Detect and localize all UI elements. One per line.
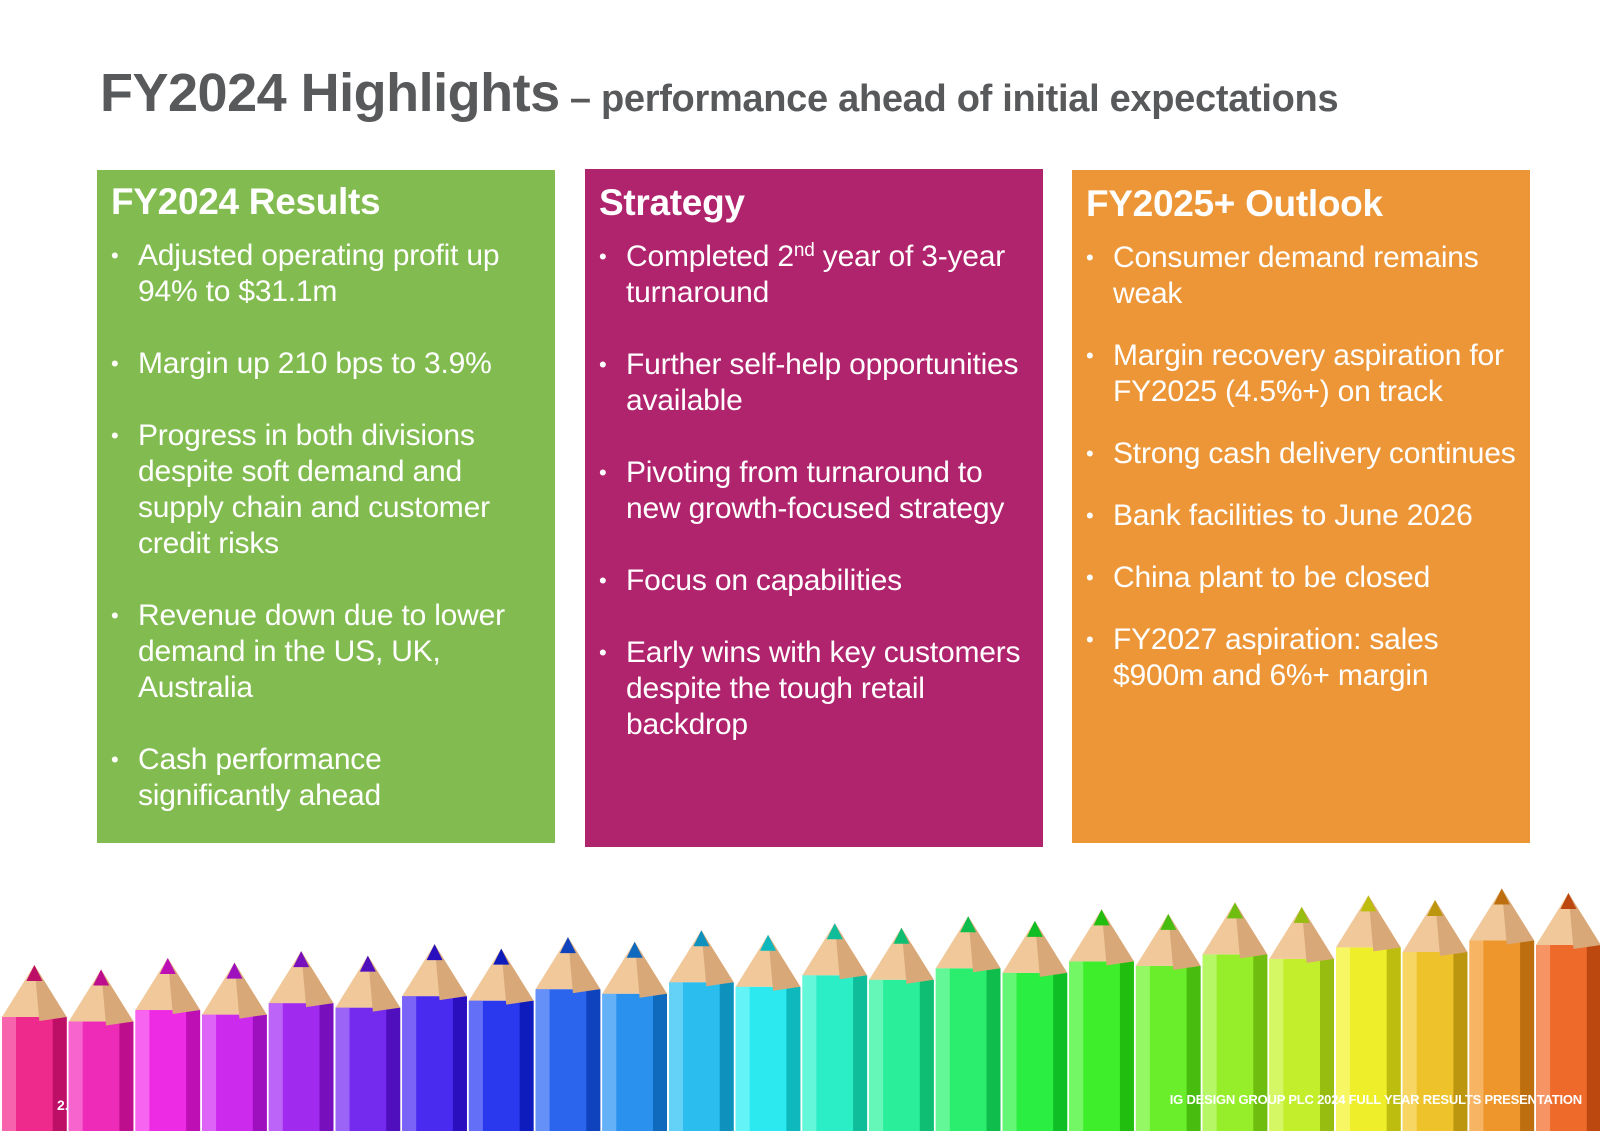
slide-title: FY2024 Highlights – performance ahead of… [100,62,1339,124]
bullet-icon: • [599,244,607,269]
pencil [802,923,868,1131]
list-item: • Bank facilities to June 2026 [1086,499,1473,532]
pencil [402,944,467,1131]
bullet-icon: • [111,351,119,376]
pencil [735,934,801,1131]
bullet-icon: • [599,460,607,485]
pencils-illustration [2,888,1600,1131]
outlook-panel: FY2025+ Outlook • Consumer demand remains… [1072,170,1530,843]
pencil [1469,888,1535,1131]
pencil [1202,902,1268,1131]
list-item: • Adjusted operating profit up 94% to $31… [111,239,500,308]
pencil [1135,913,1201,1131]
pencil [68,969,134,1131]
bullet-icon: • [599,568,607,593]
pencil [535,937,601,1131]
pencil [1402,899,1468,1131]
list-item: • Strong cash delivery continues [1086,437,1516,470]
pencil [669,930,734,1131]
results-panel: FY2024 Results • Adjusted operating profi… [97,170,555,843]
pencil [1069,909,1134,1131]
strategy-heading: Strategy [599,182,745,223]
bullet-icon: • [1086,503,1094,528]
outlook-list: • Consumer demand remains weak • Margin re… [1086,240,1516,694]
list-item: • Cash performance significantly ahead [111,743,382,812]
list-item: • FY2027 aspiration: sales $900m and 6%+ … [1086,623,1439,692]
pencil [135,958,201,1131]
list-item: • Further self-help opportunities availab… [599,348,1019,417]
results-heading: FY2024 Results [111,181,381,222]
bullet-icon: • [599,352,607,377]
title-main: FY2024 Highlights [100,63,560,123]
results-list: • Adjusted operating profit up 94% to $31… [111,238,541,814]
pencil [268,951,334,1131]
title-subtitle: – performance ahead of initial expectati… [559,78,1339,120]
bullet-icon: • [1086,245,1094,270]
list-item: • Consumer demand remains weak [1086,241,1479,310]
list-item: • Early wins with key customers despite t… [599,636,1021,741]
bullet-icon: • [1086,627,1094,652]
strategy-list: • Completed 2nd year of 3-year turnaround… [599,239,1029,743]
pencil [1002,920,1068,1131]
bullet-icon: • [1086,565,1094,590]
list-item: • Completed 2nd year of 3-year turnaround [599,240,1006,309]
page-number: 2. [57,1097,69,1113]
pencil [935,916,1001,1131]
pencil [2,965,67,1131]
pencil [202,962,267,1131]
pencil [602,941,667,1131]
bullet-icon: • [1086,441,1094,466]
outlook-heading: FY2025+ Outlook [1086,183,1383,224]
strategy-panel: Strategy • Completed 2nd year of 3-year t… [585,169,1043,847]
pencil-group [2,888,1600,1131]
footer-text: IG DESIGN GROUP PLC 2024 FULL YEAR RESUL… [1169,1092,1582,1107]
list-item: • Margin recovery aspiration for FY2025 (… [1086,339,1504,408]
list-item: • Margin up 210 bps to 3.9% [111,347,492,380]
pencil [468,948,534,1131]
bullet-icon: • [111,423,119,448]
list-item: • Revenue down due to lower demand in the… [111,599,505,704]
list-item: • Pivoting from turnaround to new growth-… [599,456,1005,525]
list-item: • China plant to be closed [1086,561,1431,594]
pencil [1336,895,1401,1131]
pencil [869,927,934,1131]
pencil [335,955,401,1131]
bullet-icon: • [1086,343,1094,368]
bullet-icon: • [111,243,119,268]
bullet-icon: • [111,603,119,628]
bullet-icon: • [599,640,607,665]
bullet-icon: • [111,747,119,772]
list-item: • Progress in both divisions despite soft… [111,419,490,560]
pencil [1269,906,1334,1131]
list-item: • Focus on capabilities [599,564,902,597]
pencil [1536,893,1600,1131]
